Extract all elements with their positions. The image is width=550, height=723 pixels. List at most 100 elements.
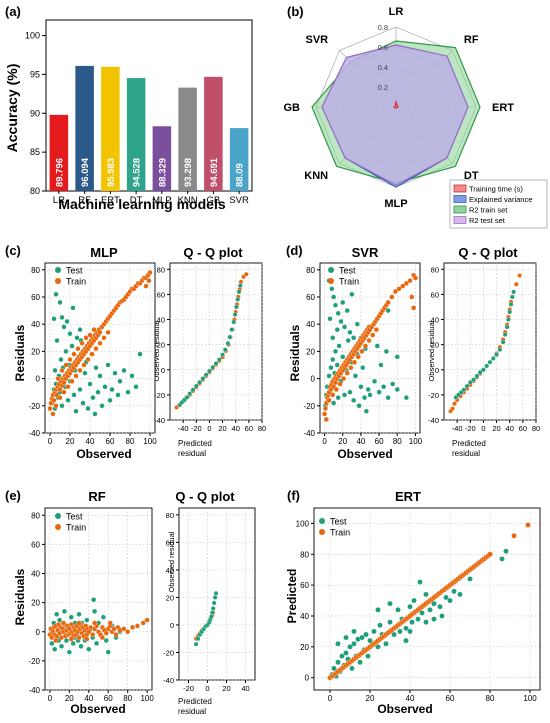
- test-point: [407, 628, 413, 635]
- test-point: [341, 324, 348, 330]
- test-point: [467, 576, 473, 582]
- y-tick-label: 60: [31, 293, 40, 302]
- radar-axis-label: RF: [464, 34, 479, 46]
- test-point: [61, 324, 67, 330]
- radar-tick-label: 0.2: [378, 83, 388, 92]
- train-point: [370, 332, 376, 338]
- legend-label: Explained variance: [469, 195, 532, 204]
- test-point: [61, 608, 68, 614]
- test-point: [439, 613, 445, 619]
- train-point: [125, 629, 131, 635]
- train-point: [50, 411, 56, 417]
- test-point: [347, 329, 353, 335]
- legend-swatch: [453, 184, 467, 193]
- legend-label: Training time (s): [469, 185, 523, 194]
- train-point: [243, 271, 249, 277]
- y-tick-label: -40: [154, 416, 165, 425]
- test-point: [212, 595, 218, 600]
- panel-a: (a) Accuracy (%) Machine learning models…: [4, 4, 253, 212]
- test-point: [419, 610, 425, 616]
- test-point: [381, 384, 387, 390]
- bar-value-label: 94.528: [132, 158, 143, 187]
- panel-f-ylabel: Predicted: [285, 569, 299, 624]
- x-tick-label: 20: [65, 694, 74, 703]
- panel-e-qq-xlabel-2: residual: [178, 707, 206, 716]
- y-tick-label: 40: [431, 316, 439, 325]
- test-point: [330, 335, 336, 341]
- train-point: [57, 386, 63, 393]
- test-point: [187, 391, 193, 396]
- test-point: [220, 352, 225, 358]
- y-tick-label: 40: [300, 612, 309, 621]
- x-tick-label: 40: [232, 424, 240, 433]
- x-tick-label: 60: [245, 424, 253, 433]
- y-tick-label: 60: [431, 290, 439, 299]
- panel-f-title: ERT: [395, 489, 421, 504]
- train-point: [411, 305, 417, 311]
- test-point: [506, 317, 511, 322]
- x-tick-label: 80: [258, 424, 266, 433]
- test-point: [423, 619, 429, 625]
- x-tick-label: 80: [532, 424, 540, 433]
- train-point: [389, 294, 395, 300]
- test-point: [352, 373, 359, 379]
- train-point: [69, 378, 75, 384]
- panel-b-letter: (b): [287, 4, 304, 19]
- test-point: [213, 361, 219, 366]
- train-point: [47, 405, 53, 412]
- test-point: [95, 389, 101, 395]
- radar-tick-label: 0.6: [378, 43, 388, 52]
- x-tick-label: -20: [183, 684, 194, 693]
- y-tick-label: 40: [306, 320, 315, 329]
- test-point: [77, 327, 83, 333]
- test-point: [53, 291, 59, 297]
- bar-value-label: 89.796: [54, 158, 65, 187]
- train-point: [396, 286, 402, 292]
- test-point: [394, 354, 400, 360]
- test-point: [59, 403, 65, 409]
- legend-label-train: Train: [66, 277, 86, 287]
- bar-svr: [229, 128, 249, 191]
- y-tick-label: 40: [31, 570, 40, 579]
- train-point: [450, 406, 455, 412]
- test-point: [67, 331, 73, 337]
- radar-tick-label: 0.4: [378, 63, 388, 72]
- test-point: [237, 283, 243, 288]
- y-tick-label: 90: [30, 108, 40, 118]
- train-point: [113, 632, 119, 638]
- bar-value-label: 88.09: [235, 163, 246, 187]
- x-tick-label: GB: [207, 195, 221, 206]
- panel-e-xlabel: Observed: [70, 702, 125, 716]
- train-point: [323, 416, 329, 422]
- test-point: [193, 641, 199, 647]
- train-point: [337, 381, 343, 387]
- x-tick-label: MLP: [152, 195, 172, 206]
- test-point: [68, 614, 74, 620]
- radar-axis-label: SVR: [305, 34, 328, 46]
- test-point: [334, 327, 340, 333]
- test-point: [481, 367, 486, 373]
- y-tick-label: 0: [305, 674, 310, 683]
- radar-axis-label: GB: [284, 102, 301, 114]
- bar-gb: [204, 76, 223, 191]
- panel-d: (d) SVR Q - Q plot Residuals Observed Ob…: [286, 243, 540, 461]
- test-point: [331, 294, 337, 300]
- panel-d-xlabel: Observed: [337, 447, 392, 461]
- test-point: [209, 610, 215, 615]
- test-point: [347, 389, 353, 395]
- test-point: [74, 335, 80, 341]
- train-point: [321, 411, 328, 417]
- train-point: [83, 335, 89, 341]
- test-point: [197, 379, 202, 385]
- test-point: [354, 321, 360, 327]
- test-point: [76, 611, 82, 617]
- test-point: [82, 370, 88, 376]
- test-point: [357, 659, 363, 665]
- train-point: [134, 623, 140, 629]
- test-point: [447, 597, 453, 604]
- x-tick-label: 100: [140, 694, 154, 703]
- test-point: [216, 357, 222, 363]
- test-point: [403, 625, 409, 632]
- test-point: [332, 302, 339, 308]
